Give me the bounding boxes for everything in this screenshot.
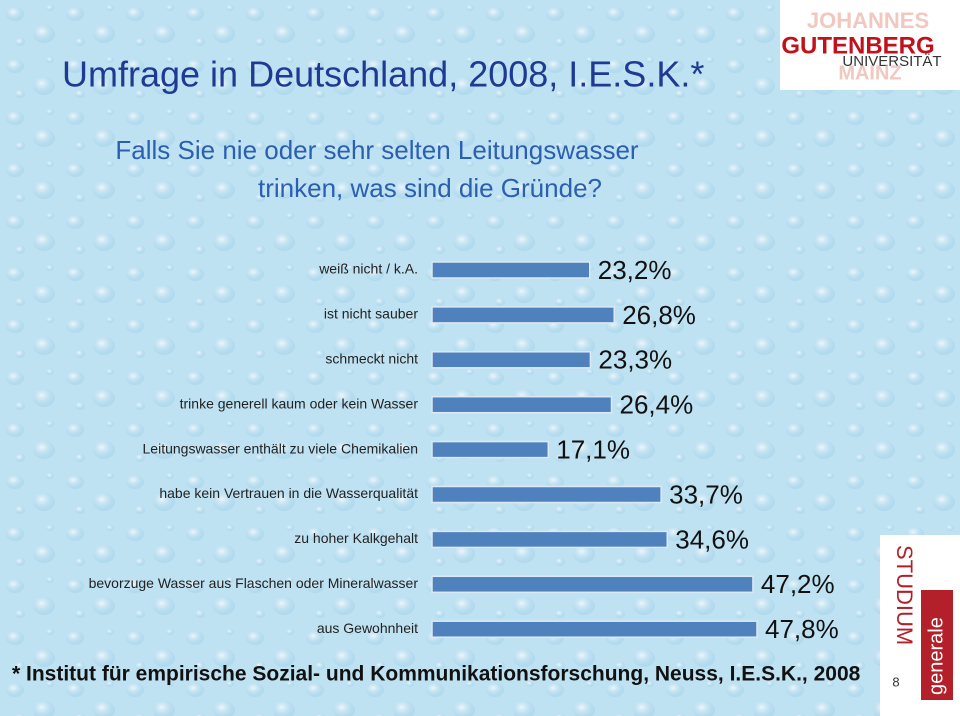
page-number: 8	[892, 674, 899, 689]
value-label: 17,1%	[556, 434, 630, 464]
badge-band	[921, 590, 953, 700]
badge-text: STUDIUM	[892, 545, 917, 645]
logo-text: JOHANNES	[807, 8, 929, 33]
bar	[431, 485, 662, 504]
subtitle: trinken, was sind die Gründe?	[258, 173, 602, 203]
bar	[431, 351, 592, 369]
logo-box	[780, 0, 960, 90]
category-label: zu hoher Kalkgehalt	[294, 530, 418, 546]
category-label: trinke generell kaum oder kein Wasser	[180, 395, 419, 411]
category-label: ist nicht sauber	[324, 306, 418, 322]
value-label: 23,2%	[598, 255, 672, 285]
value-label: 47,8%	[765, 614, 839, 644]
bar	[431, 395, 613, 414]
title: Umfrage in Deutschland, 2008, I.E.S.K.*	[62, 54, 704, 95]
subtitle: Falls Sie nie oder sehr selten Leitungsw…	[115, 135, 639, 165]
logo-text: GUTENBERG	[781, 32, 934, 59]
bar	[431, 575, 754, 594]
logo-text: MAINZ	[838, 62, 901, 84]
value-label: 34,6%	[675, 524, 749, 554]
logo-text: UNIVERSITÄT	[842, 53, 941, 70]
value-label: 23,3%	[598, 345, 672, 375]
category-label: Leitungswasser enthält zu viele Chemikal…	[143, 440, 418, 456]
bar	[431, 530, 669, 549]
value-label: 33,7%	[669, 479, 743, 509]
bar	[431, 261, 591, 279]
category-label: weiß nicht / k.A.	[318, 261, 418, 277]
footnote: * Institut für empirische Sozial- und Ko…	[12, 663, 861, 686]
category-label: schmeckt nicht	[325, 351, 418, 367]
category-label: habe kein Vertrauen in die Wasserqualitä…	[159, 485, 418, 501]
category-label: aus Gewohnheit	[317, 620, 418, 636]
bar	[431, 620, 758, 638]
bar	[431, 306, 615, 324]
value-label: 26,8%	[622, 300, 696, 330]
category-label: bevorzuge Wasser aus Flaschen oder Miner…	[89, 575, 419, 591]
bar	[431, 440, 550, 459]
value-label: 47,2%	[761, 569, 835, 599]
value-label: 26,4%	[619, 390, 693, 420]
badge-text: generale	[925, 617, 947, 695]
